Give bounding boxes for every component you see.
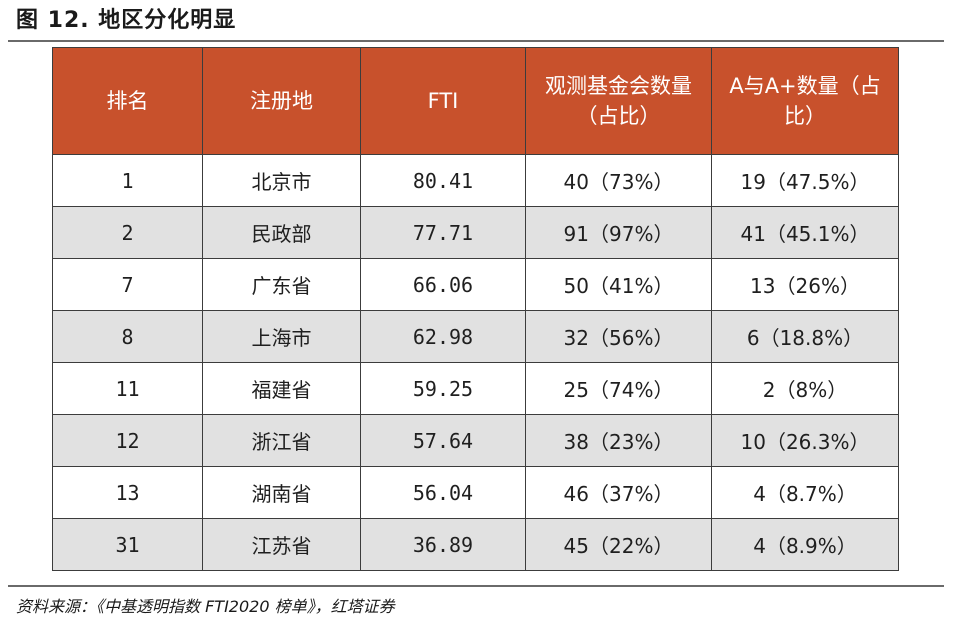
cell-foundation-count: 50（41%） bbox=[525, 258, 712, 311]
table-row: 1 北京市 80.41 40（73%） 19（47.5%） bbox=[52, 154, 899, 207]
cell-foundation-count: 91（97%） bbox=[525, 206, 712, 259]
cell-fti: 77.71 bbox=[360, 206, 526, 259]
cell-foundation-count: 32（56%） bbox=[525, 310, 712, 363]
cell-fti: 57.64 bbox=[360, 414, 526, 467]
figure-title: 图 12. 地区分化明显 bbox=[16, 8, 237, 33]
table-row: 11 福建省 59.25 25（74%） 2（8%） bbox=[52, 362, 899, 415]
cell-region: 福建省 bbox=[202, 362, 361, 415]
region-table: 排名 注册地 FTI 观测基金会数量（占比） A与A+数量（占比） 1 北京市 … bbox=[52, 47, 899, 571]
bottom-divider bbox=[8, 585, 944, 587]
table-row: 31 江苏省 36.89 45（22%） 4（8.9%） bbox=[52, 518, 899, 571]
cell-rank: 7 bbox=[52, 258, 203, 311]
cell-fti: 66.06 bbox=[360, 258, 526, 311]
cell-a-grade-count: 2（8%） bbox=[711, 362, 899, 415]
cell-region: 湖南省 bbox=[202, 466, 361, 519]
cell-fti: 62.98 bbox=[360, 310, 526, 363]
cell-foundation-count: 46（37%） bbox=[525, 466, 712, 519]
cell-foundation-count: 40（73%） bbox=[525, 154, 712, 207]
header-region: 注册地 bbox=[202, 47, 361, 155]
cell-region: 北京市 bbox=[202, 154, 361, 207]
table-row: 2 民政部 77.71 91（97%） 41（45.1%） bbox=[52, 206, 899, 259]
header-foundation-count: 观测基金会数量（占比） bbox=[525, 47, 712, 155]
cell-a-grade-count: 19（47.5%） bbox=[711, 154, 899, 207]
table-row: 12 浙江省 57.64 38（23%） 10（26.3%） bbox=[52, 414, 899, 467]
cell-rank: 2 bbox=[52, 206, 203, 259]
table-row: 8 上海市 62.98 32（56%） 6（18.8%） bbox=[52, 310, 899, 363]
cell-fti: 56.04 bbox=[360, 466, 526, 519]
cell-fti: 80.41 bbox=[360, 154, 526, 207]
table-row: 13 湖南省 56.04 46（37%） 4（8.7%） bbox=[52, 466, 899, 519]
cell-foundation-count: 45（22%） bbox=[525, 518, 712, 571]
table-body: 1 北京市 80.41 40（73%） 19（47.5%） 2 民政部 77.7… bbox=[52, 154, 899, 571]
cell-a-grade-count: 41（45.1%） bbox=[711, 206, 899, 259]
cell-rank: 11 bbox=[52, 362, 203, 415]
cell-rank: 8 bbox=[52, 310, 203, 363]
cell-region: 江苏省 bbox=[202, 518, 361, 571]
cell-region: 民政部 bbox=[202, 206, 361, 259]
cell-foundation-count: 38（23%） bbox=[525, 414, 712, 467]
cell-foundation-count: 25（74%） bbox=[525, 362, 712, 415]
top-divider bbox=[8, 40, 944, 42]
cell-region: 上海市 bbox=[202, 310, 361, 363]
cell-fti: 36.89 bbox=[360, 518, 526, 571]
cell-rank: 12 bbox=[52, 414, 203, 467]
source-note: 资料来源：《中基透明指数 FTI2020 榜单》，红塔证券 bbox=[16, 597, 395, 616]
cell-rank: 31 bbox=[52, 518, 203, 571]
header-rank: 排名 bbox=[52, 47, 203, 155]
table-row: 7 广东省 66.06 50（41%） 13（26%） bbox=[52, 258, 899, 311]
header-fti: FTI bbox=[360, 47, 526, 155]
table-header: 排名 注册地 FTI 观测基金会数量（占比） A与A+数量（占比） bbox=[52, 47, 899, 155]
cell-a-grade-count: 6（18.8%） bbox=[711, 310, 899, 363]
cell-a-grade-count: 13（26%） bbox=[711, 258, 899, 311]
cell-a-grade-count: 4（8.7%） bbox=[711, 466, 899, 519]
cell-rank: 1 bbox=[52, 154, 203, 207]
cell-a-grade-count: 4（8.9%） bbox=[711, 518, 899, 571]
cell-fti: 59.25 bbox=[360, 362, 526, 415]
header-a-grade-count: A与A+数量（占比） bbox=[711, 47, 899, 155]
cell-rank: 13 bbox=[52, 466, 203, 519]
cell-region: 广东省 bbox=[202, 258, 361, 311]
cell-region: 浙江省 bbox=[202, 414, 361, 467]
header-row: 排名 注册地 FTI 观测基金会数量（占比） A与A+数量（占比） bbox=[52, 47, 899, 155]
cell-a-grade-count: 10（26.3%） bbox=[711, 414, 899, 467]
